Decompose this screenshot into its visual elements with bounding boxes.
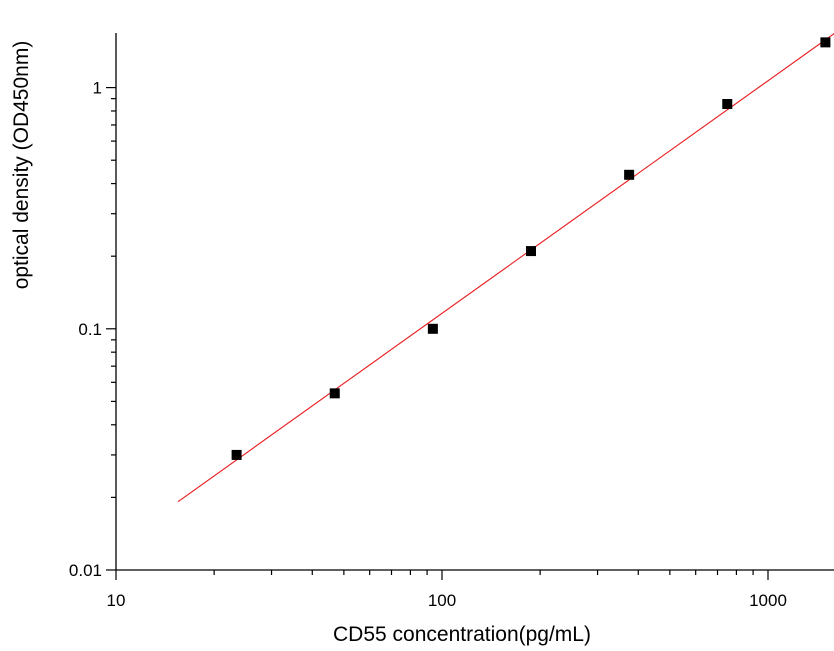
data-point	[329, 388, 340, 399]
data-points-layer	[231, 37, 831, 460]
fit-line-layer	[177, 32, 834, 503]
data-point	[624, 169, 635, 180]
y-tick-label: 1	[93, 79, 102, 98]
y-tick-label: 0.1	[78, 320, 102, 339]
x-tick-label: 100	[428, 591, 456, 610]
data-point	[722, 99, 733, 110]
data-point	[427, 323, 438, 334]
data-point	[525, 246, 536, 257]
y-tick-label: 0.01	[69, 561, 102, 580]
data-point	[231, 449, 242, 460]
ticks-layer	[106, 86, 769, 580]
y-axis-title: optical density (OD450nm)	[10, 41, 33, 290]
data-point	[820, 37, 831, 48]
x-tick-label: 10	[107, 591, 126, 610]
x-tick-label: 1000	[749, 591, 787, 610]
x-axis-title: CD55 concentration(pg/mL)	[333, 623, 591, 646]
tick-labels-layer: 10 100 1000 0.01 0.1 1	[69, 79, 787, 610]
fit-line	[177, 32, 834, 503]
